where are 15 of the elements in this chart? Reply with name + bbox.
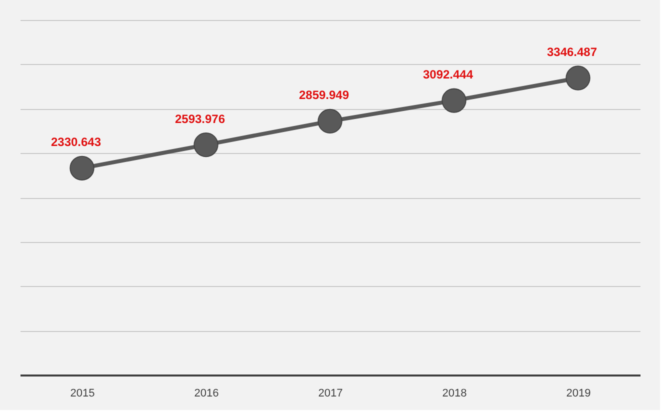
point bbox=[566, 66, 590, 90]
data-label: 2859.949 bbox=[298, 88, 350, 102]
x-tick-label: 2019 bbox=[566, 388, 591, 400]
data-label: 3346.487 bbox=[546, 45, 598, 59]
x-tick-label: 2018 bbox=[442, 388, 467, 400]
x-tick-label: 2016 bbox=[194, 388, 219, 400]
point bbox=[70, 156, 94, 180]
data-label: 2330.643 bbox=[50, 135, 102, 150]
point bbox=[194, 132, 218, 158]
point bbox=[442, 88, 466, 113]
point bbox=[318, 108, 342, 134]
data-label: 2593.976 bbox=[174, 112, 226, 126]
data-label: 3092.444 bbox=[422, 68, 474, 82]
x-tick-label: 2017 bbox=[318, 388, 343, 400]
x-tick-label: 2015 bbox=[70, 388, 95, 400]
